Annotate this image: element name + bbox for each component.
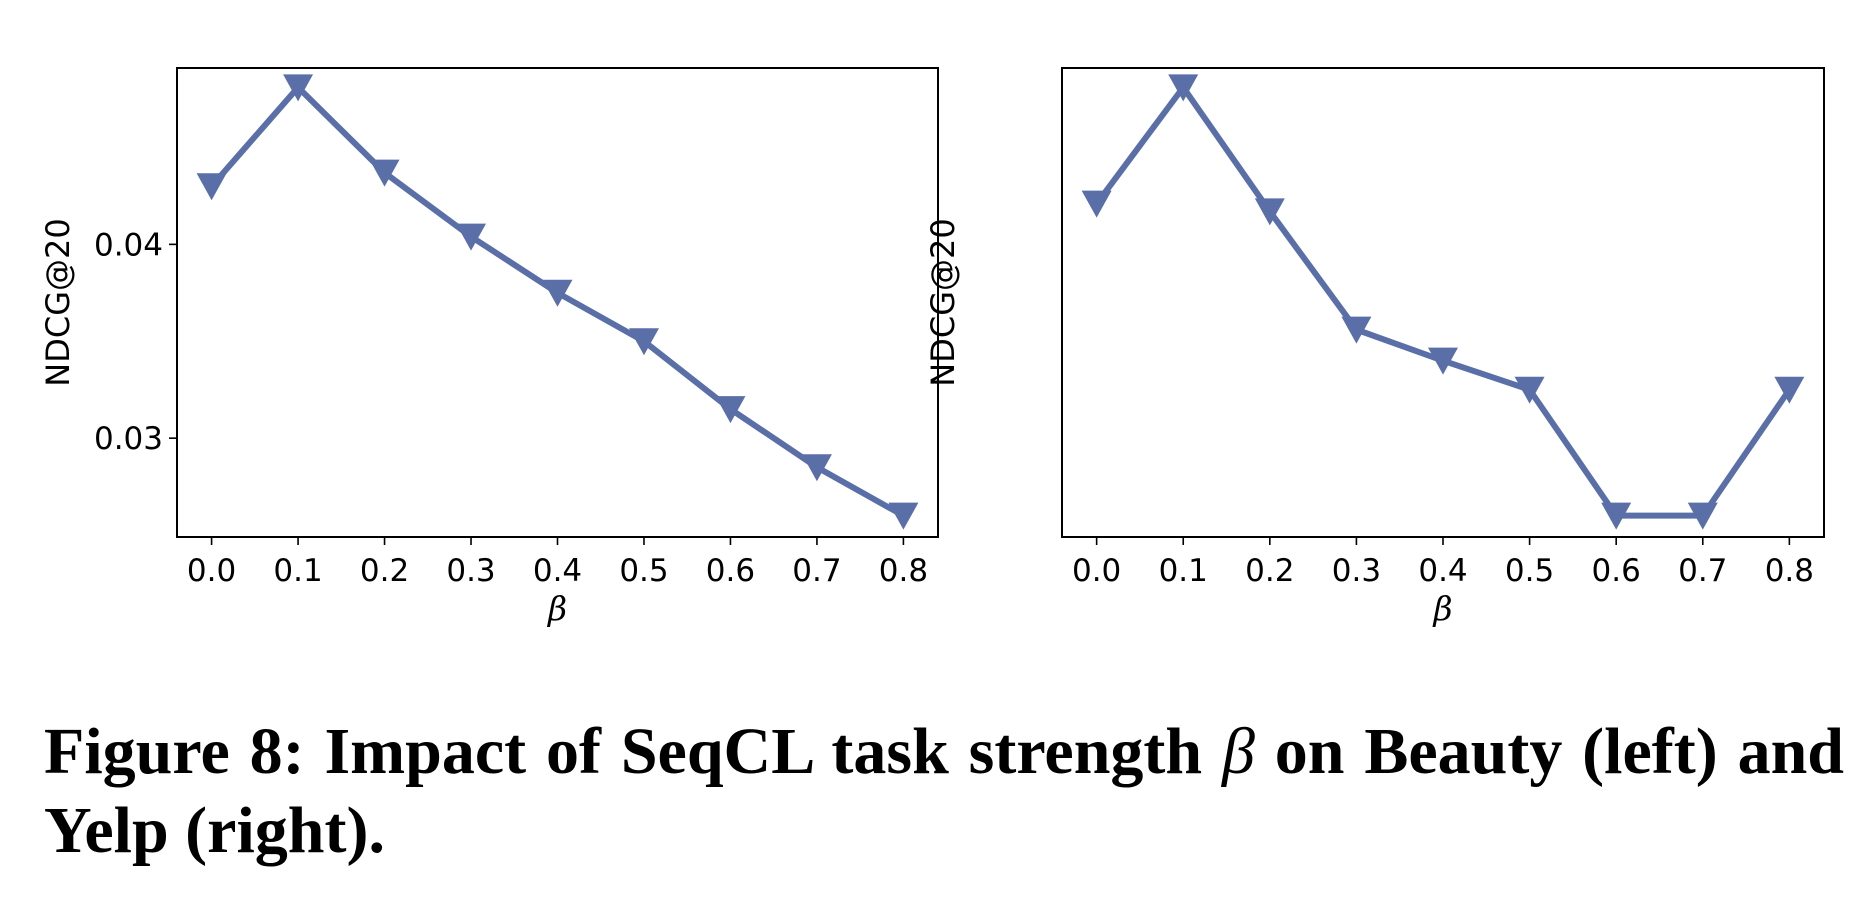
- figure-caption: Figure 8: Impact of SeqCL task strength …: [44, 712, 1844, 870]
- x-tick-label: 0.0: [1072, 553, 1121, 589]
- chart-yelp: 0.0 0.1 0.2 0.3 0.4 0.5 0.6 0.7 0.8 β NDCG@20: [924, 67, 1825, 628]
- y-tick-label: 0.04: [94, 227, 163, 263]
- x-tick-label: 0.8: [879, 553, 928, 589]
- x-tick-label: 0.1: [1159, 553, 1208, 589]
- x-axis-label: β: [546, 589, 567, 628]
- data-point-marker: [1774, 376, 1805, 404]
- data-point-marker: [1687, 502, 1718, 530]
- plot-frame: [1061, 67, 1825, 538]
- data-point-marker: [1428, 347, 1458, 375]
- x-tick-label: 0.5: [1505, 553, 1554, 589]
- data-point-marker: [1514, 376, 1545, 404]
- data-point-marker: [196, 173, 227, 201]
- x-tick-label: 0.2: [1245, 553, 1294, 589]
- caption-text-after: on Beauty (left) and Yelp (right).: [44, 715, 1845, 867]
- data-point-marker: [369, 159, 400, 187]
- x-tick-label: 0.3: [446, 553, 495, 589]
- y-axis-label: NDCG@20: [39, 218, 77, 386]
- data-point-marker: [888, 502, 919, 530]
- data-point-marker: [456, 223, 487, 251]
- data-point-marker: [542, 279, 573, 307]
- data-point-marker: [801, 454, 832, 482]
- x-tick-label: 0.7: [792, 553, 841, 589]
- data-point-marker: [628, 328, 659, 356]
- data-point-marker: [715, 396, 746, 424]
- x-tick-label: 0.4: [1418, 553, 1467, 589]
- x-tick-label: 0.3: [1332, 553, 1381, 589]
- series-line: [1093, 84, 1793, 519]
- x-axis-label: β: [1431, 589, 1452, 628]
- x-tick-label: 0.2: [360, 553, 409, 589]
- caption-beta-symbol: β: [1222, 715, 1255, 788]
- data-point-marker: [1168, 74, 1199, 102]
- data-point-marker: [1601, 502, 1632, 530]
- x-tick-label: 0.5: [619, 553, 668, 589]
- figure-charts: 0.0 0.1 0.2 0.3 0.4 0.5 0.6 0.7 0.8 0.03 0.04 β NDCG…: [39, 67, 1825, 628]
- x-tick-label: 0.6: [706, 553, 755, 589]
- y-tick-label: 0.03: [94, 421, 163, 457]
- x-tick-label: 0.6: [1592, 553, 1641, 589]
- data-point-marker: [283, 74, 314, 102]
- data-point-marker: [1081, 190, 1112, 218]
- x-tick-label: 0.1: [273, 553, 322, 589]
- y-axis-label: NDCG@20: [924, 218, 962, 386]
- caption-text-before: Figure 8: Impact of SeqCL task strength: [44, 715, 1222, 788]
- chart-beauty: 0.0 0.1 0.2 0.3 0.4 0.5 0.6 0.7 0.8 0.03 0.04 β NDCG…: [39, 67, 939, 628]
- data-point-marker: [1341, 316, 1372, 344]
- x-tick-label: 0.0: [187, 553, 236, 589]
- data-point-marker: [1254, 198, 1285, 226]
- x-tick-label: 0.8: [1765, 553, 1814, 589]
- x-tick-label: 0.7: [1678, 553, 1727, 589]
- x-tick-label: 0.4: [533, 553, 582, 589]
